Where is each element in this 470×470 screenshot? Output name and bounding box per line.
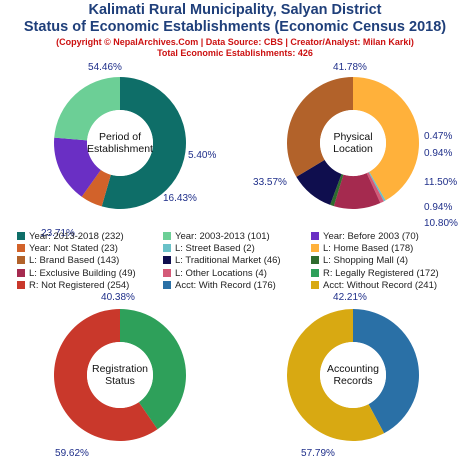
legend-swatch	[17, 256, 25, 265]
legend-item: R: Legally Registered (172)	[311, 268, 439, 279]
legend-item: L: Traditional Market (46)	[163, 255, 281, 266]
slice-percent-label: 33.57%	[253, 177, 287, 188]
slice-percent-label: 41.78%	[333, 62, 367, 73]
legend-swatch	[17, 280, 25, 289]
donut-slice	[366, 172, 384, 204]
slice-percent-label: 10.80%	[424, 218, 458, 229]
legend-item: Year: 2003-2013 (101)	[163, 231, 270, 242]
slice-percent-label: 23.71%	[41, 228, 75, 239]
legend-label: L: Traditional Market (46)	[175, 255, 281, 267]
donut-slice	[54, 77, 120, 141]
donut-slice	[101, 77, 186, 210]
legend-swatch	[311, 244, 319, 253]
legend-label: R: Not Registered (254)	[29, 279, 130, 291]
legend-item: Acct: With Record (176)	[163, 280, 276, 291]
legend-label: Year: Not Stated (23)	[29, 243, 118, 255]
donut-center-label: Records	[333, 375, 372, 387]
legend-swatch	[163, 256, 171, 265]
donut-center-label: Period of	[99, 131, 141, 143]
legend-item: L: Shopping Mall (4)	[311, 255, 408, 266]
donut-slice	[368, 171, 386, 202]
legend-swatch	[163, 232, 171, 240]
donut-slice	[287, 77, 353, 177]
donut-center-label: Physical	[333, 131, 372, 143]
donut-center-label: Establishment	[87, 143, 153, 155]
chart-titles: Kalimati Rural Municipality, Salyan Dist…	[0, 0, 470, 59]
legend-item: L: Other Locations (4)	[163, 268, 267, 279]
legend-swatch	[311, 232, 319, 240]
donut-slice	[353, 77, 419, 201]
slice-percent-label: 5.40%	[188, 150, 216, 161]
slice-percent-label: 0.94%	[424, 202, 452, 213]
title-line-2: Status of Economic Establishments (Econo…	[23, 19, 447, 35]
legend-label: Year: Before 2003 (70)	[323, 231, 419, 242]
donut-slice	[54, 137, 101, 197]
donut-slice	[81, 169, 111, 207]
donut-center-label: Location	[333, 143, 373, 155]
legend-label: R: Legally Registered (172)	[323, 267, 439, 279]
legend-label: Acct: With Record (176)	[175, 279, 276, 291]
slice-percent-label: 57.79%	[301, 448, 335, 459]
slice-percent-label: 40.38%	[101, 292, 135, 303]
legend-swatch	[311, 268, 319, 277]
legend-item: Acct: Without Record (241)	[311, 280, 437, 291]
legend-label: Year: 2003-2013 (101)	[175, 231, 270, 242]
legend-label: Year: 2013-2018 (232)	[29, 231, 124, 242]
legend-item: L: Exclusive Building (49)	[17, 268, 136, 279]
slice-percent-label: 16.43%	[163, 193, 197, 204]
legend-swatch	[17, 268, 25, 277]
legend-label: L: Other Locations (4)	[175, 267, 267, 279]
slice-percent-label: 11.50%	[424, 177, 457, 188]
legend-item: L: Street Based (2)	[163, 243, 255, 254]
legend-item: L: Brand Based (143)	[17, 255, 119, 266]
legend-swatch	[17, 244, 25, 253]
donut-slice	[54, 309, 158, 441]
donut-hole	[87, 342, 153, 408]
legend-swatch	[17, 232, 25, 240]
legend-item: Year: Before 2003 (70)	[311, 231, 419, 242]
legend-label: Acct: Without Record (241)	[323, 279, 438, 291]
donut-hole	[320, 342, 386, 408]
legend-swatch	[311, 280, 319, 289]
donut-slice	[333, 173, 381, 209]
legend-item: Year: Not Stated (23)	[17, 243, 118, 254]
legend-swatch	[311, 256, 319, 265]
legend-label: L: Home Based (178)	[323, 243, 414, 255]
slice-percent-label: 59.62%	[55, 448, 89, 459]
legend-label: L: Street Based (2)	[175, 243, 255, 255]
donut-slice	[296, 159, 342, 205]
donut-slice	[286, 309, 385, 442]
legend-item: Year: 2013-2018 (232)	[17, 231, 124, 242]
legend-label: L: Brand Based (143)	[29, 255, 120, 267]
donut-slice	[120, 309, 186, 430]
donut-center-label: Status	[105, 375, 135, 387]
donut-hole	[320, 110, 386, 176]
legend-item: L: Home Based (178)	[311, 243, 413, 254]
slice-percent-label: 54.46%	[88, 62, 122, 73]
slice-percent-label: 0.47%	[424, 131, 452, 142]
title-line-1: Kalimati Rural Municipality, Salyan Dist…	[88, 2, 382, 18]
donut-slice	[330, 173, 344, 207]
donut-hole	[87, 110, 153, 176]
legend-swatch	[163, 268, 171, 277]
legend-label: L: Shopping Mall (4)	[323, 255, 409, 267]
donut-slice	[353, 309, 419, 434]
legend-item: R: Not Registered (254)	[17, 280, 129, 291]
donut-center-label: Registration	[92, 363, 148, 375]
donut-center-label: Accounting	[327, 363, 379, 375]
copyright-line: (Copyright © NepalArchives.Com | Data So…	[56, 37, 414, 47]
legend-swatch	[163, 244, 171, 253]
slice-percent-label: 0.94%	[424, 148, 452, 159]
total-line: Total Economic Establishments: 426	[157, 48, 313, 58]
legend-swatch	[163, 280, 171, 289]
legend-label: L: Exclusive Building (49)	[29, 267, 136, 279]
slice-percent-label: 42.21%	[333, 292, 367, 303]
